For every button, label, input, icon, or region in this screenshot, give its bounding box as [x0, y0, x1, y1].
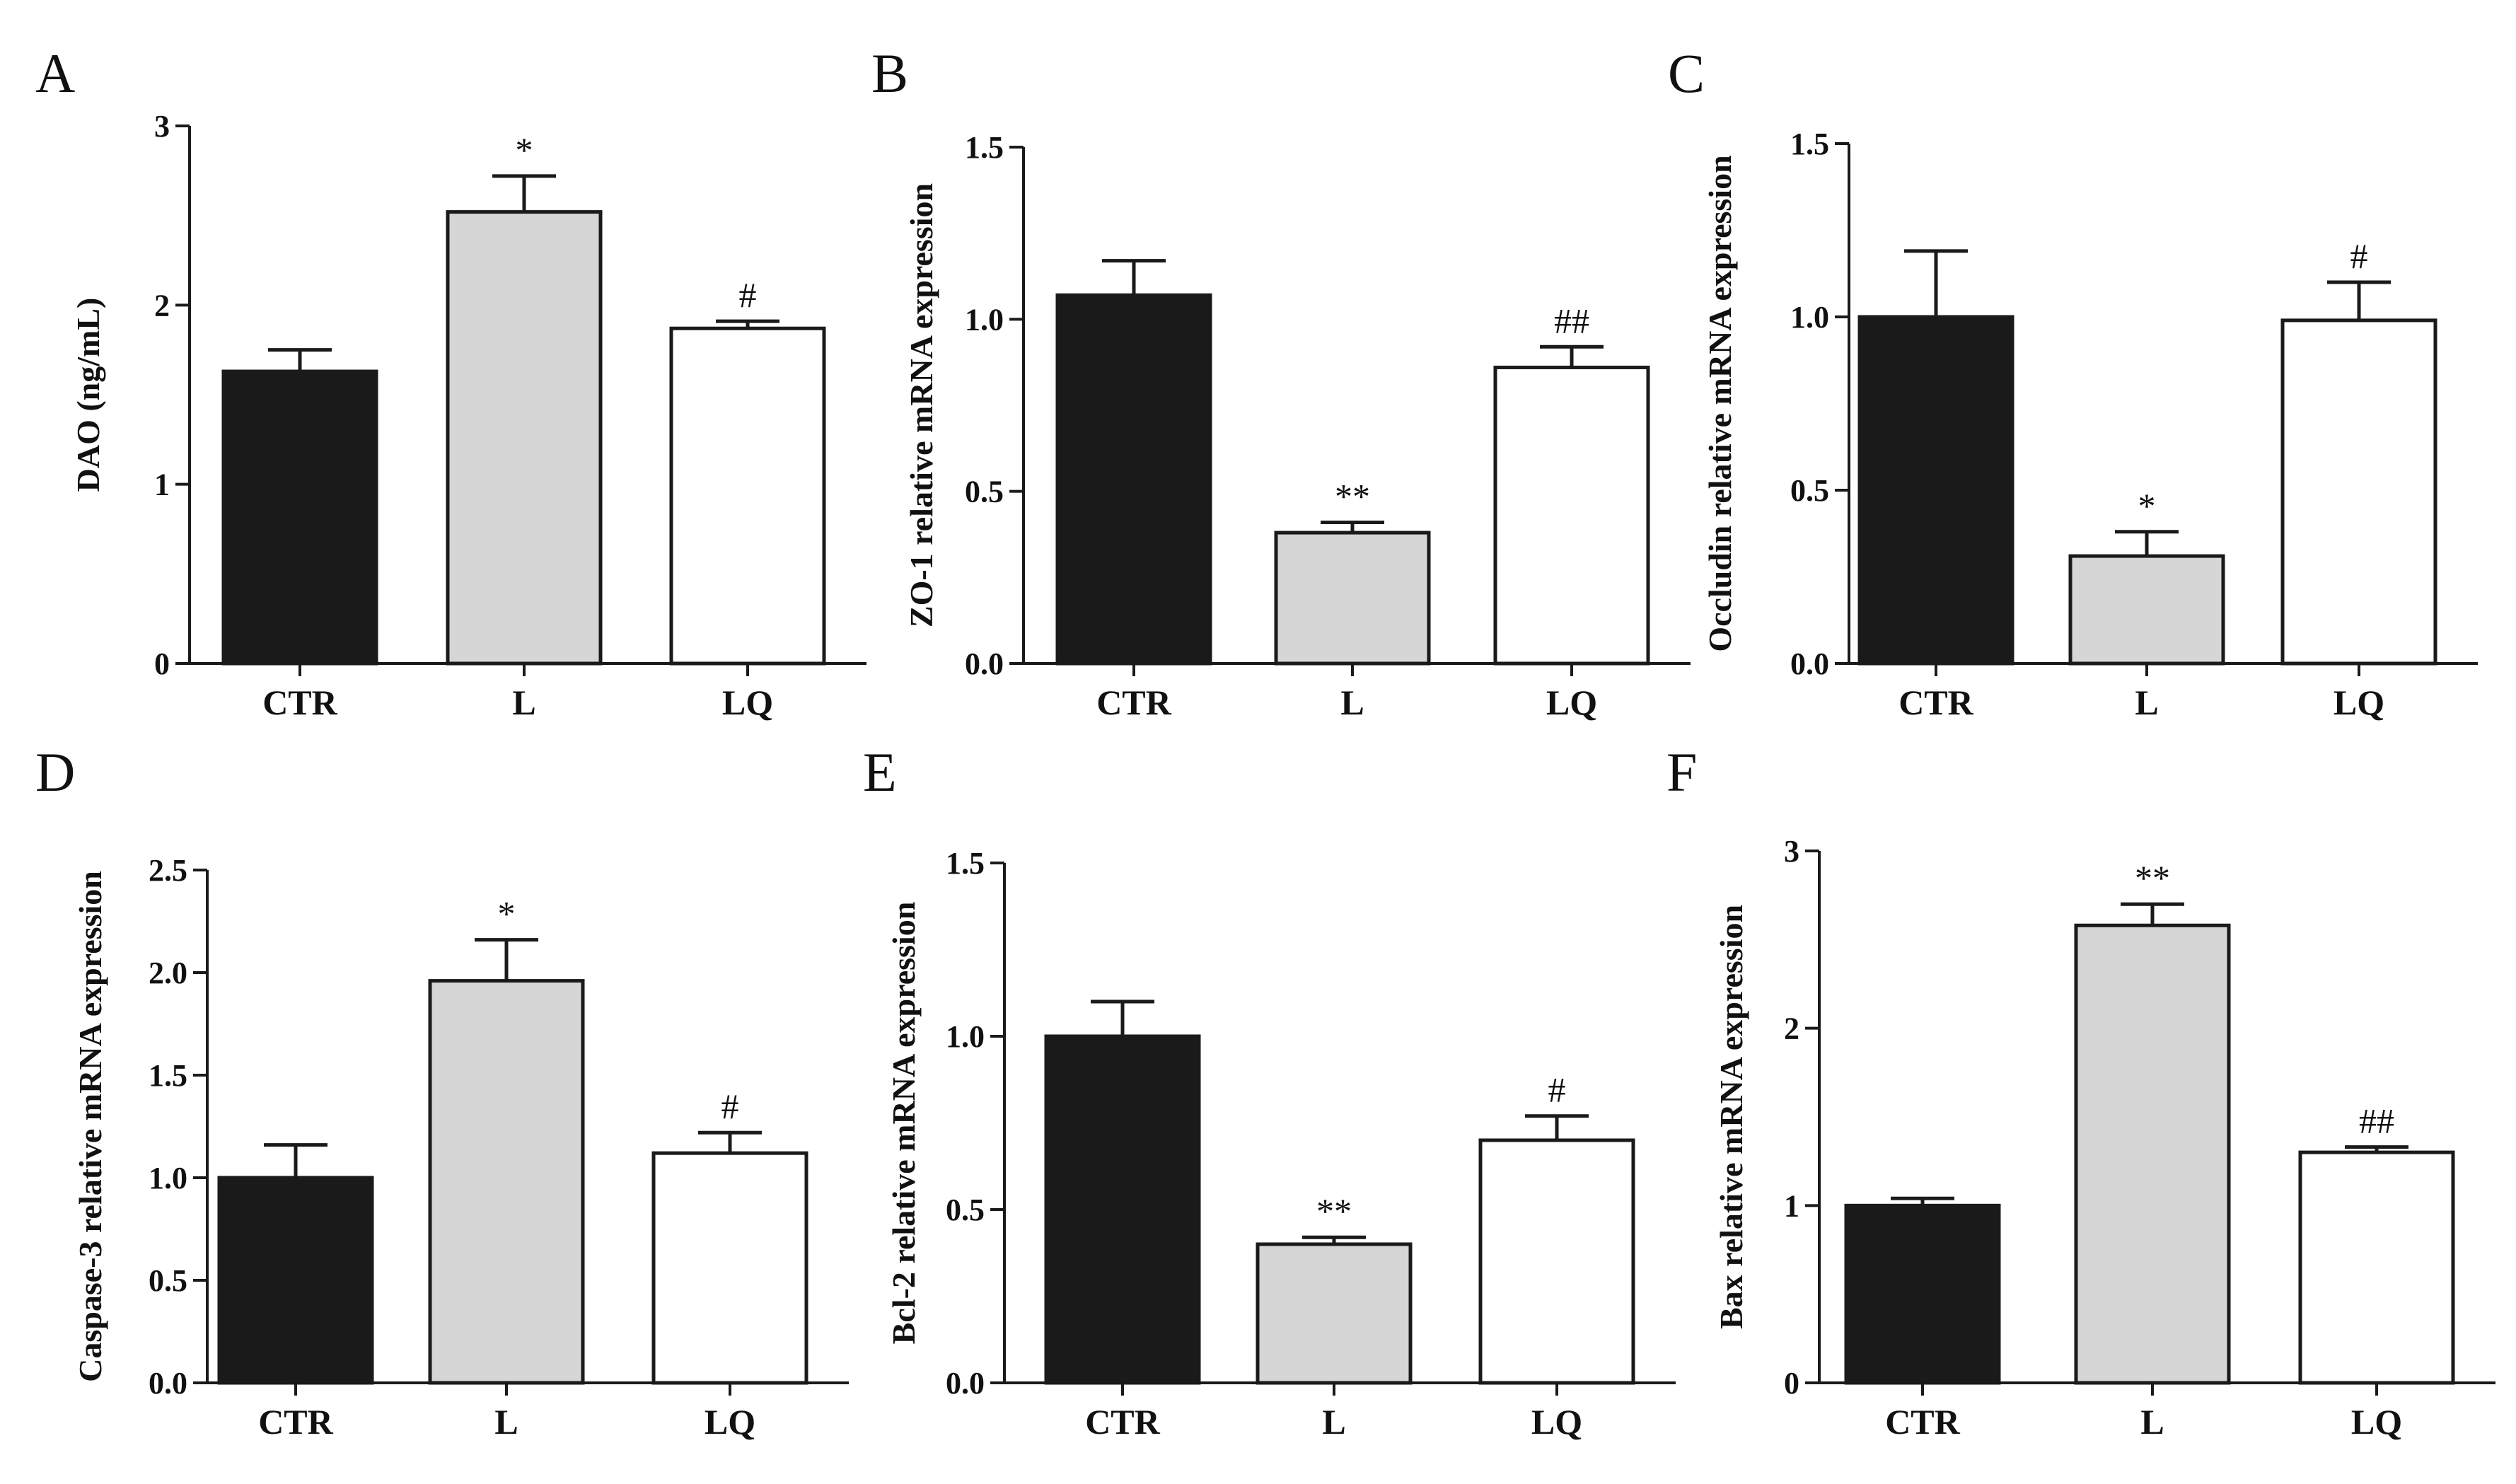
panel-letter: A: [35, 42, 75, 104]
bar-l: [1274, 531, 1431, 666]
y-axis-label: ZO-1 relative mRNA expression: [903, 183, 939, 627]
panel-b: B 0.0 0.5 1.0 1.5 ZO-1 relative mRNA expressi…: [871, 42, 1691, 722]
x-tick-label: CTR: [1096, 683, 1171, 722]
x-tick-label: LQ: [1531, 1402, 1582, 1442]
y-tick-label: 1.5: [965, 130, 1004, 165]
panel-letter: F: [1666, 741, 1697, 803]
significance-label: **: [1335, 476, 1370, 516]
significance-label: #: [1548, 1070, 1566, 1110]
panel-d: D 0.0 0.5 1.0 1.5 2.0 2.5 Caspase-3 relative mR…: [35, 741, 849, 1442]
bar-ctr: [1044, 1034, 1201, 1385]
x-tick-label: CTR: [1898, 683, 1973, 722]
x-tick-label: LQ: [705, 1402, 755, 1442]
x-tick-label: L: [2140, 1402, 2164, 1442]
y-tick-label: 3: [154, 109, 170, 144]
y-tick-label: 2: [1784, 1011, 1799, 1046]
x-tick-label: L: [1322, 1402, 1345, 1442]
bar-lq: [669, 326, 826, 666]
x-tick-label: L: [1340, 683, 1364, 722]
y-tick-label: 1.0: [965, 302, 1004, 337]
y-tick-label: 1.5: [946, 846, 985, 881]
x-tick-label: CTR: [258, 1402, 333, 1442]
significance-label: *: [498, 894, 516, 934]
bar-lq: [1493, 365, 1650, 666]
bar-ctr: [1055, 293, 1212, 666]
x-tick-label: CTR: [262, 683, 337, 722]
bar-l: [2068, 554, 2225, 666]
significance-label: *: [516, 130, 533, 170]
significance-label: **: [2135, 858, 2170, 898]
panel-e: E 0.0 0.5 1.0 1.5 Bcl-2 relative mRNA express…: [863, 741, 1676, 1442]
x-tick-label: L: [512, 683, 535, 722]
bar-l: [2074, 923, 2231, 1385]
bar-lq: [2298, 1150, 2455, 1385]
x-tick-label: L: [494, 1402, 518, 1442]
x-tick-label: LQ: [2351, 1402, 2402, 1442]
panel-letter: B: [871, 42, 908, 104]
y-tick-label: 0.5: [149, 1263, 187, 1298]
y-tick-label: 0.0: [149, 1366, 187, 1401]
y-tick-label: 0.5: [1790, 473, 1829, 508]
significance-label: *: [2138, 486, 2156, 526]
y-tick-label: 2.0: [149, 956, 187, 990]
x-tick-label: L: [2135, 683, 2158, 722]
y-tick-label: 1.0: [1790, 300, 1829, 335]
bar-lq: [2280, 318, 2437, 666]
y-tick-label: 0: [154, 647, 170, 681]
y-tick-label: 0.0: [965, 647, 1004, 681]
y-tick-label: 0.0: [1790, 647, 1829, 681]
y-axis-label: Caspase-3 relative mRNA expression: [72, 871, 108, 1382]
panel-c: C 0.0 0.5 1.0 1.5 Occludin relative mRNA expr…: [1668, 42, 2478, 722]
y-tick-label: 3: [1784, 834, 1799, 869]
bar-l: [428, 979, 585, 1385]
bar-lq: [651, 1151, 808, 1385]
bar-l: [446, 210, 603, 666]
significance-label: ##: [1554, 301, 1589, 340]
x-tick-label: CTR: [1885, 1402, 1960, 1442]
panel-f: F 0 1 2 3 Bax relative mRNA expression CTR L ** L…: [1666, 741, 2495, 1442]
y-tick-label: 1: [154, 468, 170, 502]
y-tick-label: 2.5: [149, 853, 187, 888]
y-tick-label: 1.5: [1790, 127, 1829, 161]
y-tick-label: 2: [154, 288, 170, 323]
y-tick-label: 1.0: [946, 1019, 985, 1054]
significance-label: **: [1316, 1191, 1352, 1231]
y-tick-label: 1.5: [149, 1058, 187, 1093]
y-tick-label: 0: [1784, 1366, 1799, 1401]
y-tick-label: 0.5: [965, 475, 1004, 509]
panel-a: A 0 1 2 3 DAO (ng/mL) CTR L * LQ #: [35, 42, 866, 722]
bar-l: [1256, 1242, 1413, 1385]
y-tick-label: 0.5: [946, 1193, 985, 1227]
bar-ctr: [1857, 315, 2014, 666]
y-tick-label: 0.0: [946, 1366, 985, 1401]
y-tick-label: 1.0: [149, 1161, 187, 1195]
x-tick-label: LQ: [2334, 683, 2384, 722]
x-tick-label: CTR: [1085, 1402, 1160, 1442]
bar-ctr: [1844, 1203, 2001, 1385]
bar-ctr: [221, 369, 378, 666]
significance-label: #: [2350, 236, 2368, 276]
y-tick-label: 1: [1784, 1188, 1799, 1223]
panel-letter: D: [35, 741, 75, 803]
significance-label: ##: [2359, 1101, 2394, 1141]
panel-letter: E: [863, 741, 897, 803]
y-axis-label: Bcl-2 relative mRNA expression: [886, 902, 922, 1345]
bar-lq: [1478, 1138, 1635, 1385]
x-tick-label: LQ: [722, 683, 773, 722]
y-axis-label: Occludin relative mRNA expression: [1702, 155, 1738, 651]
significance-label: #: [721, 1086, 739, 1126]
x-tick-label: LQ: [1546, 683, 1597, 722]
panel-letter: C: [1668, 42, 1705, 104]
y-axis-label: DAO (ng/mL): [70, 298, 106, 492]
bar-ctr: [217, 1176, 374, 1385]
significance-label: #: [739, 275, 757, 315]
y-axis-label: Bax relative mRNA expression: [1713, 905, 1749, 1329]
